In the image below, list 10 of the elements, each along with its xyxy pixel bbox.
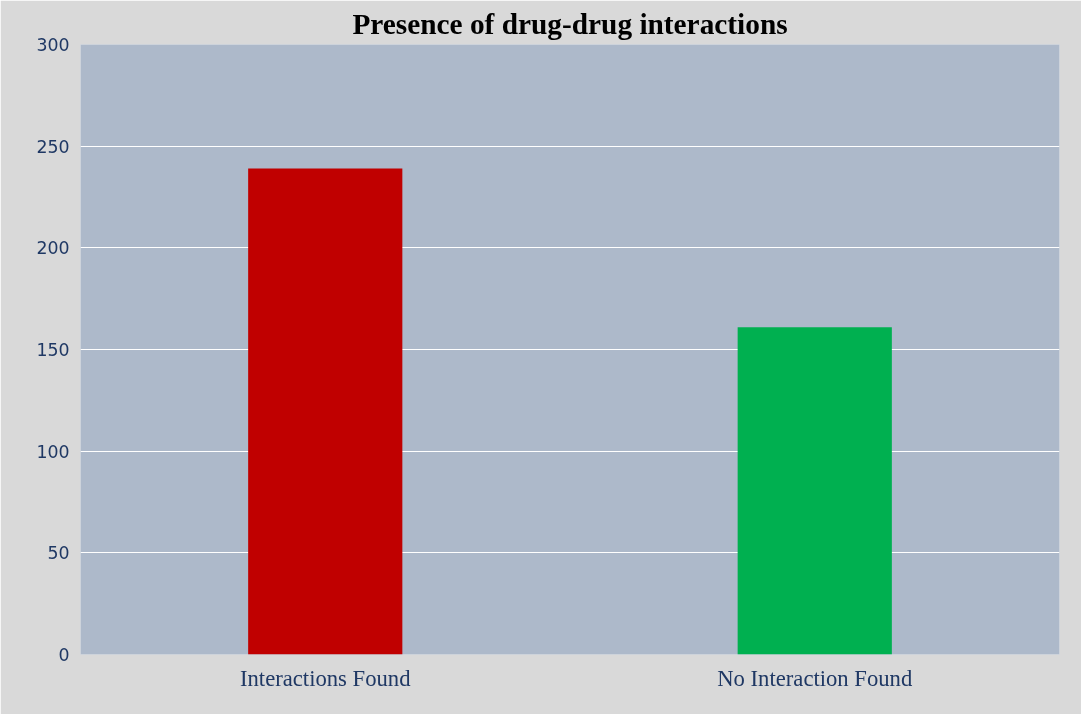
y-tick-label: 250 [36,136,70,157]
y-tick-label: 200 [36,238,70,259]
chart-title: Presence of drug-drug interactions [352,7,788,40]
x-tick-label: Interactions Found [239,665,412,691]
x-tick-label: No Interaction Found [717,665,913,691]
y-tick-label: 0 [58,645,70,665]
y-tick-label: 300 [36,35,70,55]
y-tick-label: 150 [36,340,70,360]
y-tick-label: 50 [47,543,70,564]
y-tick-label: 100 [36,441,70,462]
